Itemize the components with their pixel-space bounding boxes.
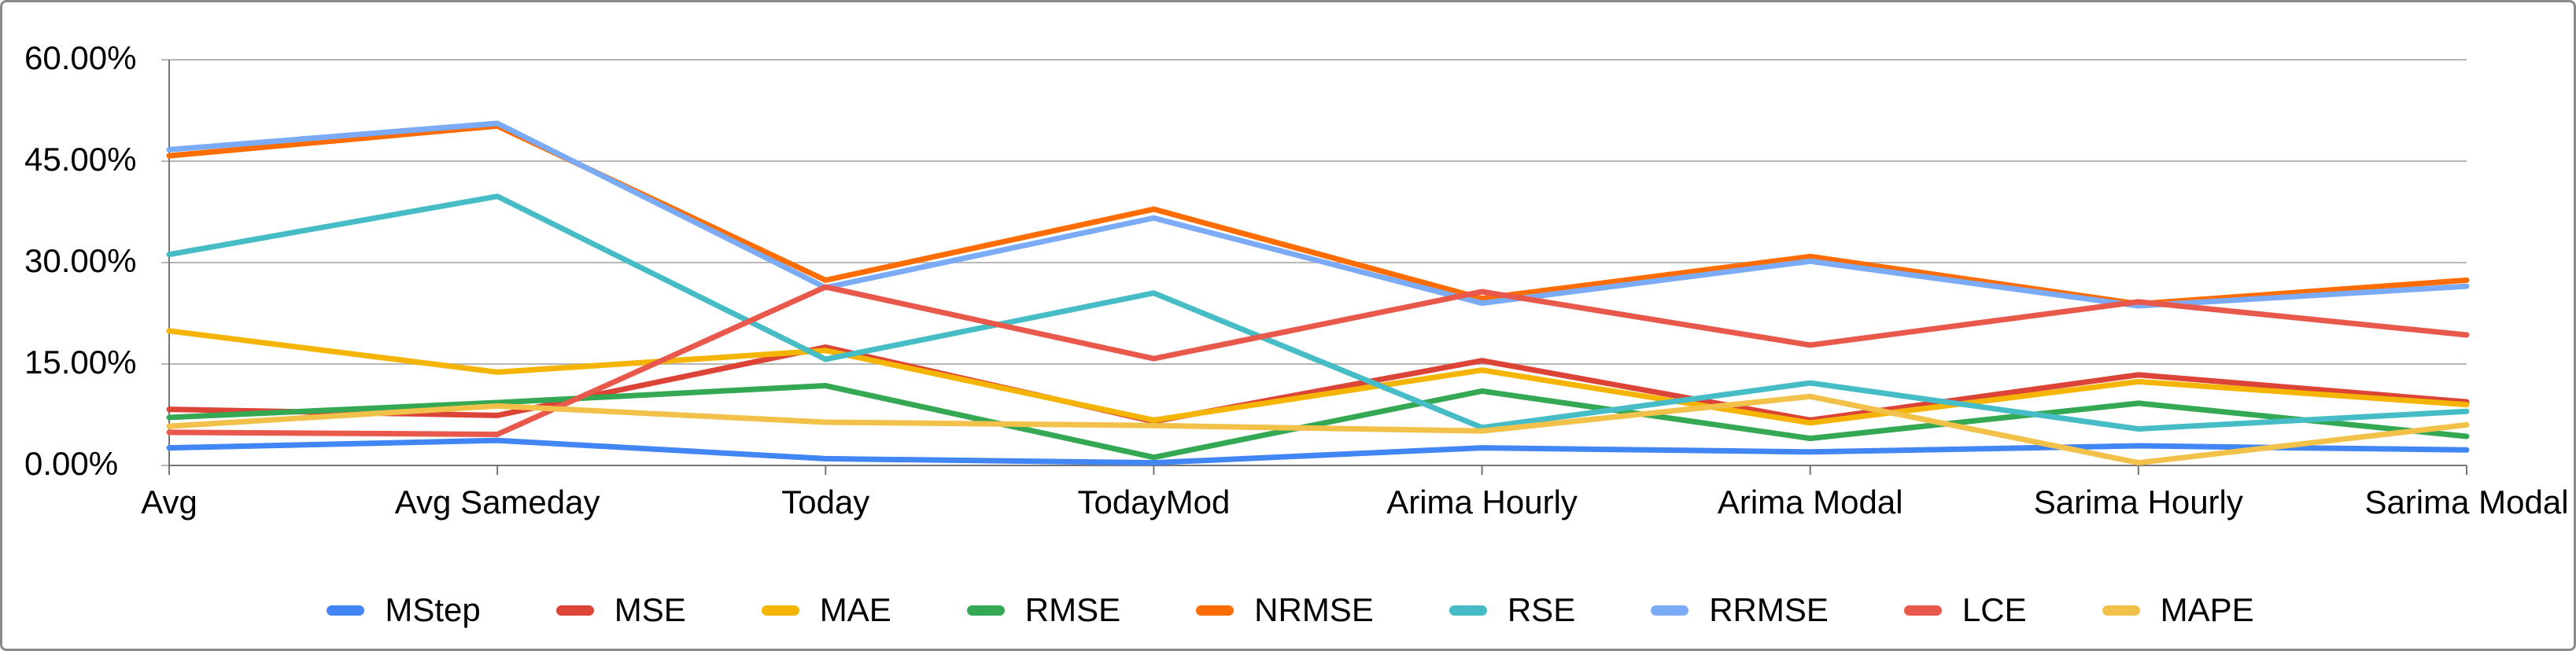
y-axis-label-45: 45.00% [24, 141, 137, 178]
legend-item-RSE: RSE [1449, 591, 1575, 629]
x-axis-label-arima-hourly: Arima Hourly [1386, 484, 1578, 520]
legend-label: MStep [385, 591, 481, 628]
legend-swatch-MAPE [2102, 605, 2140, 616]
x-axis-label-avg-sameday: Avg Sameday [394, 484, 600, 520]
legend-item-MAE: MAE [761, 591, 891, 629]
legend-swatch-RSE [1449, 605, 1487, 616]
legend-label: NRMSE [1254, 591, 1374, 628]
legend-item-NRMSE: NRMSE [1196, 591, 1374, 629]
chart-legend: MStep MSE MAE RMSE NRMSE RSE RRMSE LCE MAPE [2, 583, 2574, 638]
legend-label: RRMSE [1709, 591, 1829, 628]
legend-item-MSE: MSE [555, 591, 686, 629]
legend-label: MAE [819, 591, 891, 628]
legend-swatch-NRMSE [1196, 605, 1234, 616]
legend-item-RMSE: RMSE [966, 591, 1121, 629]
legend-item-RRMSE: RRMSE [1651, 591, 1829, 629]
legend-swatch-MSE [555, 605, 594, 616]
x-axis-label-sarima-hourly: Sarima Hourly [2033, 484, 2243, 520]
legend-swatch-MAE [761, 605, 799, 616]
x-axis-label-arima-modal: Arima Modal [1717, 484, 1903, 520]
series-line-MAPE [166, 393, 2470, 466]
legend-label: LCE [1962, 591, 2027, 628]
legend-item-MAPE: MAPE [2102, 591, 2254, 629]
legend-swatch-MStep [327, 605, 365, 616]
legend-item-MStep: MStep [327, 591, 481, 629]
y-axis-label-0: 0.00% [24, 445, 119, 482]
series-line-RMSE [166, 383, 2470, 461]
legend-swatch-RRMSE [1651, 605, 1689, 616]
legend-swatch-RMSE [966, 605, 1005, 616]
y-axis-label-15: 15.00% [24, 344, 137, 381]
series-line-MStep [166, 437, 2470, 466]
y-axis-label-30: 30.00% [24, 242, 137, 279]
y-axis-label-60: 60.00% [24, 39, 137, 76]
x-axis-label-avg: Avg [141, 484, 197, 520]
x-axis-label-today: Today [781, 484, 870, 520]
legend-label: MAPE [2160, 591, 2254, 628]
legend-item-LCE: LCE [1903, 591, 2027, 629]
legend-swatch-LCE [1903, 605, 1942, 616]
legend-label: MSE [614, 591, 686, 628]
series-line-RSE [166, 193, 2470, 432]
series-line-RRMSE [166, 120, 2470, 309]
x-axis-label-todaymod: TodayMod [1077, 484, 1231, 520]
legend-label: RSE [1507, 591, 1576, 628]
series-line-MSE [166, 344, 2470, 425]
series-line-NRMSE [166, 123, 2470, 307]
series-line-MAE [166, 328, 2470, 426]
x-axis-label-sarima-modal: Sarima Modal [2364, 484, 2569, 520]
legend-label: RMSE [1024, 591, 1121, 628]
